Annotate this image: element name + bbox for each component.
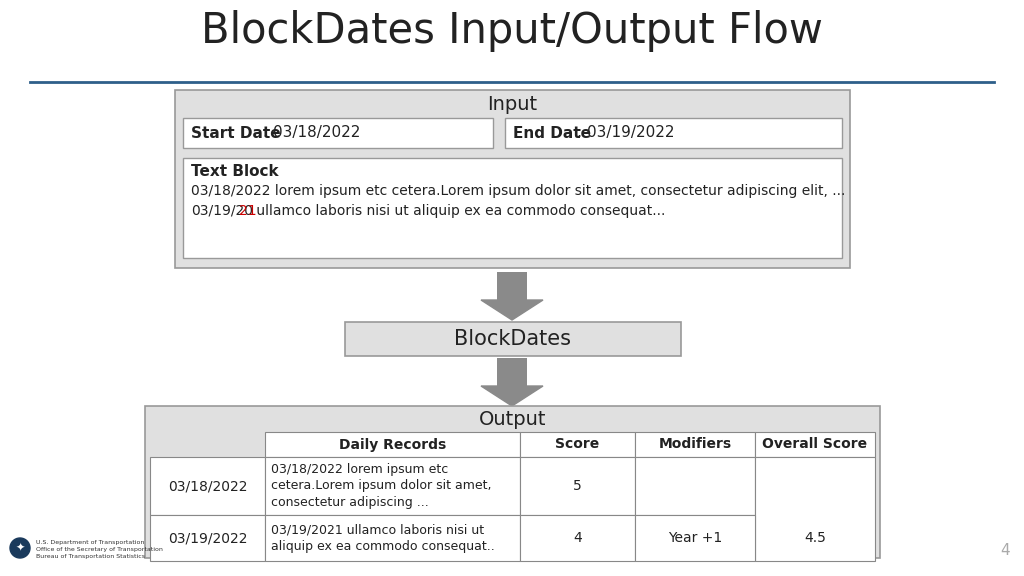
Bar <box>175 90 850 268</box>
Text: BlockDates Input/Output Flow: BlockDates Input/Output Flow <box>201 10 823 52</box>
Text: 03/19/2021 ullamco laboris nisi ut
aliquip ex ea commodo consequat..: 03/19/2021 ullamco laboris nisi ut aliqu… <box>271 523 495 553</box>
Bar <box>150 515 265 561</box>
Text: 03/19/2022: 03/19/2022 <box>168 531 247 545</box>
Text: Input: Input <box>487 95 538 114</box>
Text: Modifiers: Modifiers <box>658 438 731 452</box>
Text: Output: Output <box>479 410 546 429</box>
Bar <box>265 457 520 515</box>
Bar <box>345 322 681 356</box>
Text: 03/18/2022 lorem ipsum etc
cetera.Lorem ipsum dolor sit amet,
consectetur adipis: 03/18/2022 lorem ipsum etc cetera.Lorem … <box>271 463 492 509</box>
Text: BlockDates: BlockDates <box>455 329 571 349</box>
Polygon shape <box>481 386 543 406</box>
Bar <box>265 432 520 457</box>
Text: Start Date: Start Date <box>191 126 281 141</box>
Circle shape <box>10 538 30 558</box>
Text: ullamco laboris nisi ut aliquip ex ea commodo consequat...: ullamco laboris nisi ut aliquip ex ea co… <box>252 204 665 218</box>
Text: U.S. Department of Transportation
Office of the Secretary of Transportation
Bure: U.S. Department of Transportation Office… <box>36 540 163 559</box>
Bar <box>755 432 874 457</box>
Bar <box>635 515 755 561</box>
Bar <box>505 118 842 148</box>
Bar <box>265 515 520 561</box>
Bar <box>183 158 842 258</box>
Bar <box>150 457 265 515</box>
Text: ✦: ✦ <box>15 543 25 553</box>
Text: : 03/19/2022: : 03/19/2022 <box>577 126 675 141</box>
Text: Score: Score <box>555 438 600 452</box>
Text: Year +1: Year +1 <box>668 531 722 545</box>
Bar <box>183 118 493 148</box>
Bar <box>497 358 527 386</box>
Bar <box>635 432 755 457</box>
Text: 21: 21 <box>240 204 257 218</box>
Text: Overall Score: Overall Score <box>763 438 867 452</box>
Text: Text Block: Text Block <box>191 164 279 179</box>
Text: 03/18/2022: 03/18/2022 <box>168 479 247 493</box>
Bar <box>755 457 874 561</box>
Bar <box>497 272 527 300</box>
Text: 03/18/2022 lorem ipsum etc cetera.Lorem ipsum dolor sit amet, consectetur adipis: 03/18/2022 lorem ipsum etc cetera.Lorem … <box>191 184 846 198</box>
Polygon shape <box>481 300 543 320</box>
Bar <box>635 457 755 515</box>
Text: 4: 4 <box>573 531 582 545</box>
Bar <box>520 432 635 457</box>
Text: End Date: End Date <box>513 126 591 141</box>
Bar <box>520 457 635 515</box>
Text: 03/19/20: 03/19/20 <box>191 204 253 218</box>
Bar <box>145 406 880 558</box>
Text: : 03/18/2022: : 03/18/2022 <box>263 126 360 141</box>
Text: 4.5: 4.5 <box>804 531 826 545</box>
Bar <box>520 515 635 561</box>
Text: 4: 4 <box>1000 543 1010 558</box>
Text: Daily Records: Daily Records <box>339 438 446 452</box>
Text: 5: 5 <box>573 479 582 493</box>
